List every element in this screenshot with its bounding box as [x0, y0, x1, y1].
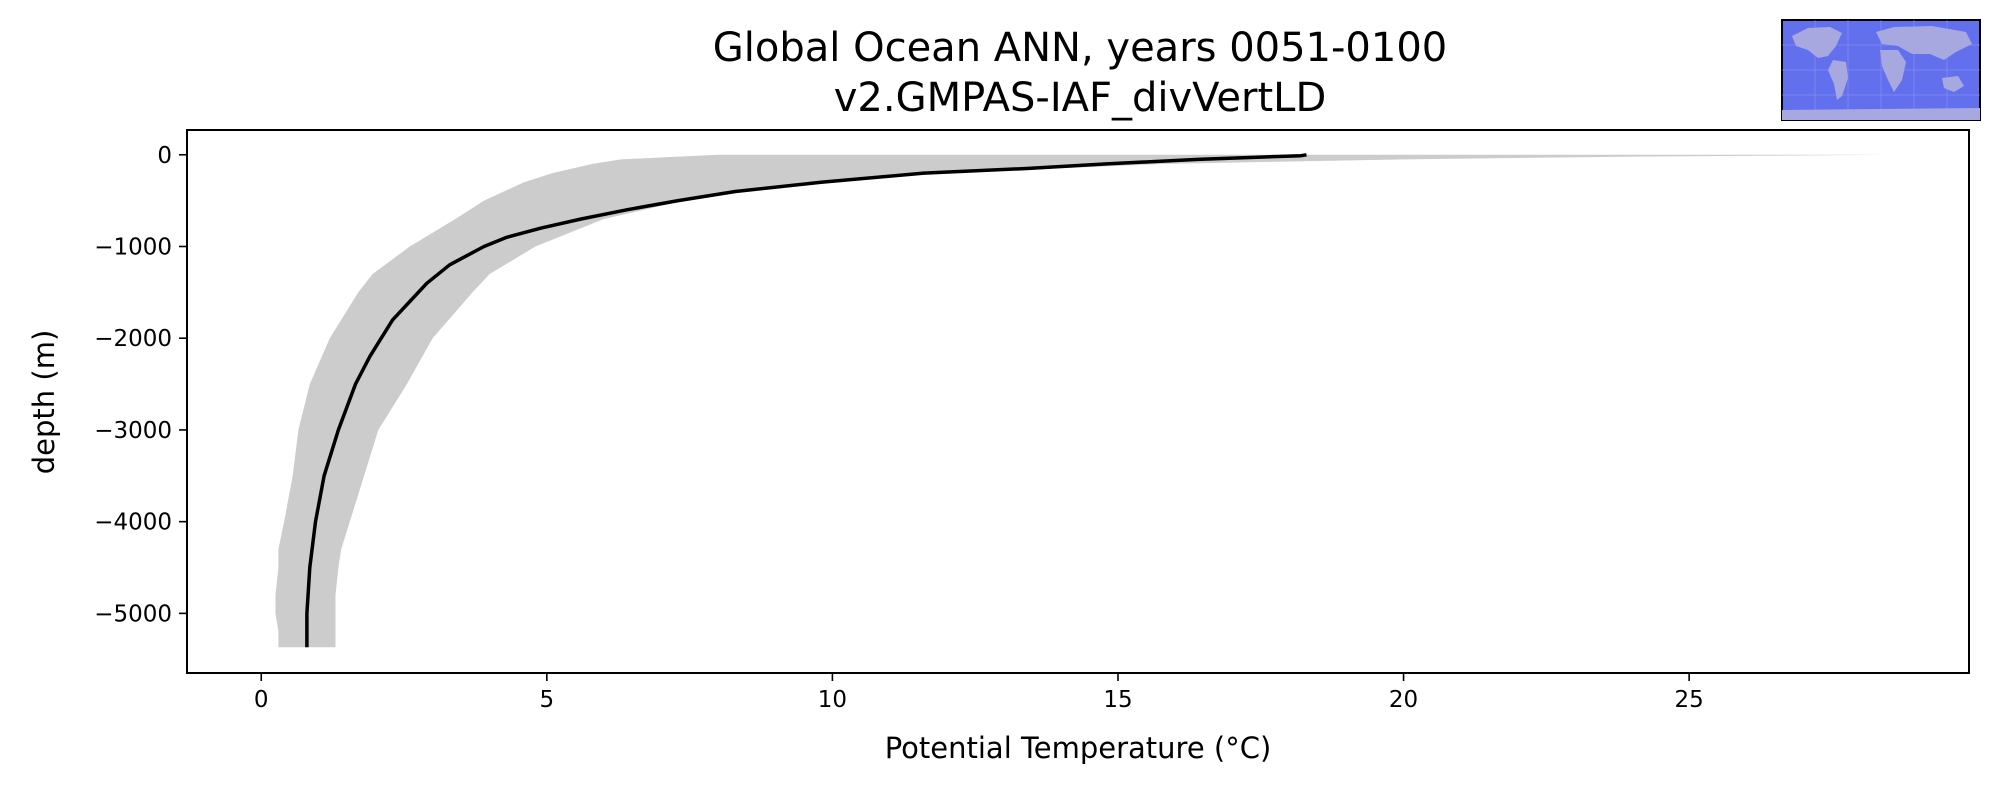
x-axis-label: Potential Temperature (°C): [885, 731, 1272, 765]
y-tick-label: −1000: [94, 234, 172, 260]
x-tick-label: 20: [1389, 687, 1418, 713]
y-axis: 0 −1000 −2000 −3000 −4000 −5000: [94, 143, 187, 627]
y-tick-label: −4000: [94, 510, 172, 536]
x-tick-label: 0: [254, 687, 269, 713]
temperature-range-band: [275, 154, 1889, 648]
y-tick-label: −3000: [94, 418, 172, 444]
chart-subtitle: v2.GMPAS-IAF_divVertLD: [834, 75, 1327, 121]
y-axis-label: depth (m): [27, 330, 61, 475]
x-axis: 0 5 10 15 20 25: [254, 673, 1704, 713]
inset-map-land: [1782, 26, 1980, 120]
y-tick-label: 0: [157, 143, 172, 169]
range-band: [275, 154, 1889, 648]
plot-area: [186, 129, 1970, 674]
x-tick-label: 15: [1103, 687, 1132, 713]
y-tick-label: −2000: [94, 326, 172, 352]
region-map-icon: [1781, 19, 1981, 121]
x-tick-label: 5: [540, 687, 555, 713]
x-tick-label: 25: [1674, 687, 1703, 713]
y-tick-label: −5000: [94, 601, 172, 627]
chart-title: Global Ocean ANN, years 0051-0100: [713, 25, 1447, 71]
profile-line: [305, 153, 1307, 648]
x-tick-label: 10: [818, 687, 847, 713]
temperature-profile-lines: [305, 153, 1307, 648]
